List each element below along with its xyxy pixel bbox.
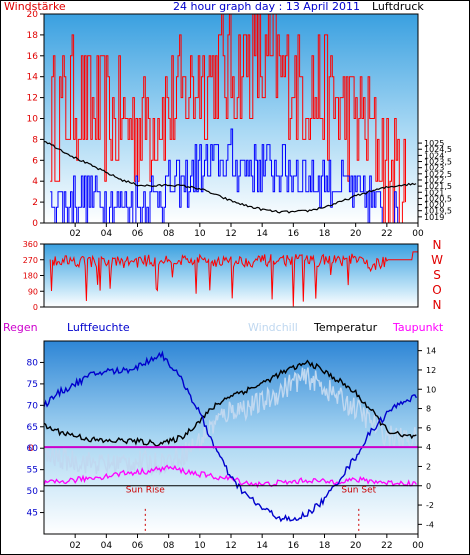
wind-tick-label: 16 bbox=[27, 52, 39, 62]
time-tick-label: 00 bbox=[412, 229, 424, 239]
time-tick-label: 10 bbox=[194, 541, 206, 551]
wind-tick-label: 6 bbox=[32, 156, 38, 166]
humidity-tick-label: 55 bbox=[27, 466, 38, 476]
pressure-tick-label: 1025 bbox=[424, 139, 444, 148]
direction-letter: W bbox=[431, 253, 443, 267]
temperature-tick-label: 4 bbox=[426, 443, 431, 452]
series-wind-gust bbox=[50, 13, 406, 224]
pressure-label: Luftdruck bbox=[372, 0, 424, 13]
time-tick-label: 12 bbox=[225, 541, 236, 551]
wind-tick-label: 4 bbox=[32, 177, 38, 187]
wind-tick-label: 18 bbox=[27, 31, 39, 41]
time-tick-label: 00 bbox=[412, 541, 424, 551]
time-tick-label: 08 bbox=[163, 229, 175, 239]
direction-letter: N bbox=[433, 238, 442, 252]
humidity-tick-label: 65 bbox=[27, 423, 38, 433]
series-pressure bbox=[43, 140, 417, 214]
time-tick-label: 16 bbox=[288, 229, 300, 239]
time-tick-label: 22 bbox=[381, 541, 392, 551]
temperature-tick-label: 2 bbox=[426, 462, 431, 471]
chart-title: 24 hour graph day : 13 April 2011 bbox=[173, 0, 360, 13]
series-humidity bbox=[43, 350, 418, 523]
direction-tick-label: 360 bbox=[23, 240, 38, 249]
pressure-tick-label: 1020,5 bbox=[424, 194, 452, 203]
temperature-tick-label: 12 bbox=[426, 366, 436, 375]
time-tick-label: 22 bbox=[381, 229, 392, 239]
direction-letter: N bbox=[433, 298, 442, 312]
time-tick-label: 14 bbox=[256, 541, 268, 551]
wind-tick-label: 14 bbox=[27, 73, 39, 83]
direction-letter: O bbox=[432, 283, 441, 297]
wind-tick-label: 20 bbox=[27, 10, 39, 20]
time-tick-label: 18 bbox=[319, 229, 331, 239]
climate-plot-area bbox=[44, 341, 418, 534]
time-tick-label: 12 bbox=[225, 229, 236, 239]
pressure-tick-label: 1019,5 bbox=[424, 207, 452, 216]
temperature-tick-label: 6 bbox=[426, 424, 431, 433]
time-tick-label: 08 bbox=[163, 541, 175, 551]
temperature-tick-label: -4 bbox=[426, 520, 434, 529]
sunrise-label: Sun Rise bbox=[126, 486, 165, 496]
time-tick-label: 02 bbox=[69, 541, 80, 551]
wind-direction-plot-area bbox=[44, 244, 418, 307]
wind-speed-label: Windstärke bbox=[4, 0, 66, 13]
legend-rain: Regen bbox=[3, 321, 38, 334]
wind-tick-label: 12 bbox=[27, 94, 38, 104]
time-tick-label: 06 bbox=[132, 229, 144, 239]
pressure-tick-label: 1019 bbox=[424, 213, 444, 222]
legend-humidity: Luftfeuchte bbox=[67, 321, 130, 334]
temperature-tick-label: 14 bbox=[426, 347, 436, 356]
time-tick-label: 18 bbox=[319, 541, 331, 551]
pressure-tick-label: 1024,5 bbox=[424, 145, 452, 154]
direction-tick-label: 180 bbox=[23, 272, 38, 281]
humidity-tick-label: 60 bbox=[27, 444, 39, 454]
direction-tick-label: 0 bbox=[33, 303, 38, 312]
pressure-tick-label: 1021,5 bbox=[424, 182, 452, 191]
legend-windchill: Windchill bbox=[248, 321, 298, 334]
time-tick-label: 16 bbox=[288, 541, 300, 551]
pressure-tick-label: 1020 bbox=[424, 201, 444, 210]
direction-tick-label: 270 bbox=[23, 256, 38, 265]
time-tick-label: 06 bbox=[132, 541, 144, 551]
legend-temperature: Temperatur bbox=[314, 321, 378, 334]
wind-tick-label: 0 bbox=[32, 219, 38, 229]
temperature-tick-label: -2 bbox=[426, 501, 434, 510]
time-tick-label: 04 bbox=[101, 541, 113, 551]
humidity-tick-label: 50 bbox=[27, 487, 39, 497]
series-dewpoint bbox=[43, 464, 417, 489]
temperature-tick-label: 8 bbox=[426, 405, 431, 414]
wind-tick-label: 10 bbox=[27, 115, 39, 125]
time-tick-label: 20 bbox=[350, 229, 362, 239]
wind-tick-label: 2 bbox=[32, 198, 38, 208]
temperature-tick-label: 10 bbox=[426, 385, 436, 394]
series-windchill bbox=[43, 367, 418, 477]
humidity-tick-label: 80 bbox=[27, 358, 39, 368]
series-temperature bbox=[43, 359, 417, 447]
time-tick-label: 20 bbox=[350, 541, 362, 551]
pressure-tick-label: 1021 bbox=[424, 188, 444, 197]
pressure-tick-label: 1023,5 bbox=[424, 158, 452, 167]
legend-dewpoint: Taupunkt bbox=[393, 321, 444, 334]
time-tick-label: 14 bbox=[256, 229, 268, 239]
time-tick-label: 10 bbox=[194, 229, 206, 239]
humidity-tick-label: 45 bbox=[27, 509, 38, 519]
pressure-tick-label: 1023 bbox=[424, 164, 444, 173]
sunset-label: Sun Set bbox=[341, 486, 376, 496]
series-wind-average bbox=[50, 128, 406, 224]
temperature-tick-label: 0 bbox=[426, 482, 431, 491]
time-tick-label: 04 bbox=[101, 229, 113, 239]
humidity-tick-label: 70 bbox=[27, 401, 39, 411]
pressure-tick-label: 1022,5 bbox=[424, 170, 452, 179]
pressure-tick-label: 1022 bbox=[424, 176, 444, 185]
zero-marker-label: 0 bbox=[28, 444, 34, 454]
wind-tick-label: 8 bbox=[32, 135, 38, 145]
direction-tick-label: 90 bbox=[28, 287, 38, 296]
series-wind-direction bbox=[49, 251, 418, 307]
time-tick-label: 02 bbox=[69, 229, 80, 239]
humidity-tick-label: 75 bbox=[27, 380, 38, 390]
pressure-tick-label: 1024 bbox=[424, 151, 444, 160]
direction-letter: S bbox=[433, 268, 441, 282]
